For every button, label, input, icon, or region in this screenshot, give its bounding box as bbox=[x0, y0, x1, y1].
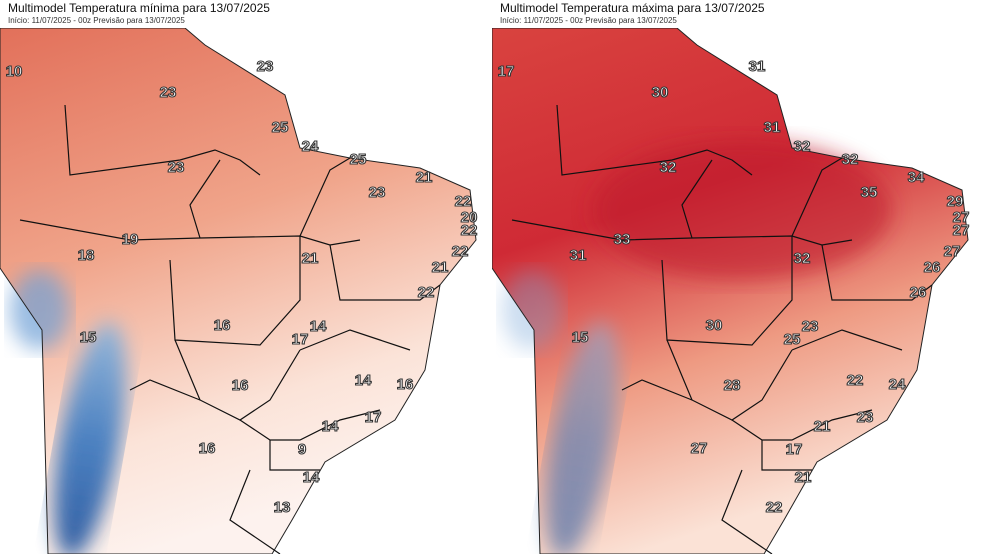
temperature-label: 21 bbox=[302, 250, 319, 267]
temperature-label: 13 bbox=[274, 499, 291, 516]
temperature-label: 32 bbox=[794, 250, 811, 267]
temperature-label: 19 bbox=[122, 231, 139, 248]
temperature-label: 31 bbox=[570, 247, 587, 264]
state-border bbox=[791, 157, 843, 237]
temperature-label: 20 bbox=[461, 209, 478, 226]
temperature-label: 28 bbox=[724, 377, 741, 394]
temperature-label: 22 bbox=[418, 284, 435, 301]
state-border bbox=[299, 329, 411, 351]
temperature-label: 31 bbox=[764, 119, 781, 136]
state-border bbox=[556, 104, 753, 176]
temperature-label: 33 bbox=[614, 231, 631, 248]
temperature-label: 35 bbox=[861, 184, 878, 201]
andes-cold bbox=[53, 321, 127, 554]
panel-title: Multimodel Temperatura mínima para 13/07… bbox=[8, 1, 270, 15]
state-border bbox=[791, 329, 903, 351]
temperature-label: 27 bbox=[691, 440, 708, 457]
temperature-label: 27 bbox=[953, 209, 970, 226]
temperature-label: 25 bbox=[350, 151, 367, 168]
temperature-label: 21 bbox=[795, 469, 812, 486]
temperature-label: 22 bbox=[461, 222, 478, 239]
state-border bbox=[239, 409, 381, 441]
temperature-label: 30 bbox=[706, 317, 723, 334]
temperature-label: 22 bbox=[452, 243, 469, 260]
panel: Multimodel Temperatura máxima para 13/07… bbox=[492, 1, 982, 554]
temperature-label: 21 bbox=[814, 418, 831, 435]
temperature-label: 23 bbox=[160, 84, 177, 101]
temperature-label: 16 bbox=[214, 317, 231, 334]
state-border bbox=[661, 236, 793, 346]
temperature-label: 18 bbox=[78, 247, 95, 264]
temperature-label: 14 bbox=[310, 318, 327, 335]
map bbox=[492, 28, 982, 554]
state-border bbox=[681, 159, 713, 239]
temperature-label: 23 bbox=[168, 159, 185, 176]
temperature-label: 10 bbox=[6, 63, 23, 80]
state-border bbox=[169, 236, 301, 346]
temperature-label: 22 bbox=[847, 372, 864, 389]
state-border bbox=[621, 379, 693, 401]
panel: Multimodel Temperatura mínima para 13/07… bbox=[0, 1, 490, 554]
temperature-label: 9 bbox=[298, 441, 306, 458]
temperature-label: 22 bbox=[766, 499, 783, 516]
state-border bbox=[229, 469, 281, 554]
state-border bbox=[299, 157, 351, 237]
temperature-label: 17 bbox=[786, 441, 803, 458]
temperature-label: 16 bbox=[232, 377, 249, 394]
state-border bbox=[731, 409, 873, 441]
state-border bbox=[511, 219, 853, 246]
andes-cold bbox=[502, 270, 562, 350]
temperature-label: 17 bbox=[498, 63, 515, 80]
temperature-label: 15 bbox=[80, 329, 97, 346]
temperature-label: 22 bbox=[455, 193, 472, 210]
panel-title: Multimodel Temperatura máxima para 13/07… bbox=[500, 1, 765, 15]
temperature-label: 16 bbox=[397, 376, 414, 393]
state-border bbox=[64, 104, 261, 176]
state-border bbox=[329, 244, 441, 301]
temperature-label: 29 bbox=[947, 193, 964, 210]
temperature-label: 24 bbox=[302, 138, 319, 155]
temperature-label: 17 bbox=[365, 409, 382, 426]
temperature-label: 24 bbox=[889, 376, 906, 393]
panel-subtitle: Início: 11/07/2025 - 00z Previsão para 1… bbox=[8, 16, 185, 25]
temperature-label: 26 bbox=[910, 284, 927, 301]
temperature-label: 16 bbox=[199, 440, 216, 457]
temperature-label: 32 bbox=[660, 159, 677, 176]
map bbox=[0, 28, 490, 554]
temperature-label: 25 bbox=[784, 331, 801, 348]
temperature-label: 23 bbox=[369, 184, 386, 201]
andes-cold bbox=[10, 270, 70, 350]
state-border bbox=[761, 440, 812, 471]
temperature-label: 23 bbox=[257, 58, 274, 75]
temperature-label: 23 bbox=[857, 409, 874, 426]
temperature-label: 15 bbox=[572, 329, 589, 346]
temperature-label: 17 bbox=[292, 331, 309, 348]
temperature-label: 26 bbox=[924, 259, 941, 276]
state-border bbox=[129, 379, 201, 401]
state-border bbox=[821, 244, 933, 301]
state-border bbox=[189, 159, 221, 239]
temperature-label: 25 bbox=[272, 119, 289, 136]
andes-cold bbox=[545, 321, 619, 554]
temperature-label: 21 bbox=[432, 259, 449, 276]
temperature-label: 32 bbox=[842, 151, 859, 168]
temperature-label: 34 bbox=[908, 169, 925, 186]
temperature-label: 27 bbox=[944, 243, 961, 260]
temperature-label: 30 bbox=[652, 84, 669, 101]
temperature-label: 21 bbox=[416, 169, 433, 186]
hot-core bbox=[592, 140, 892, 280]
state-border bbox=[19, 219, 361, 246]
panel-subtitle: Início: 11/07/2025 - 00z Previsão para 1… bbox=[500, 16, 677, 25]
temperature-label: 32 bbox=[794, 138, 811, 155]
temperature-label: 27 bbox=[953, 222, 970, 239]
temperature-label: 31 bbox=[749, 58, 766, 75]
temperature-label: 14 bbox=[303, 469, 320, 486]
temperature-label: 23 bbox=[802, 318, 819, 335]
temperature-label: 14 bbox=[322, 418, 339, 435]
state-border bbox=[269, 440, 320, 471]
temperature-label: 14 bbox=[355, 372, 372, 389]
state-border bbox=[721, 469, 773, 554]
